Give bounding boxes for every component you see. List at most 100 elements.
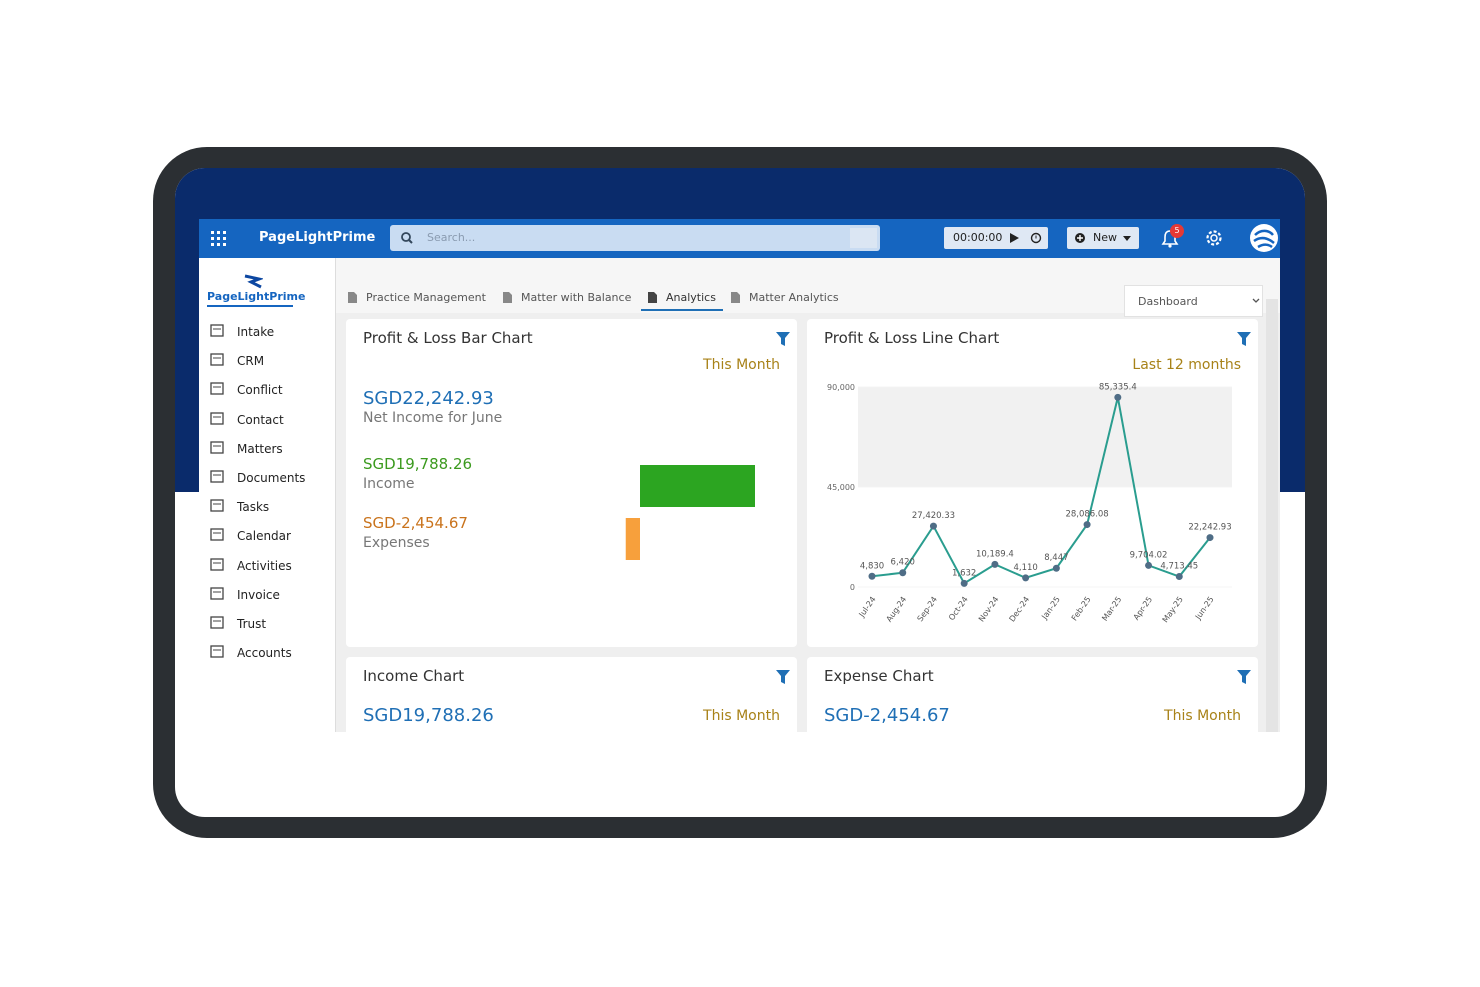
x-tick-label: May-25 xyxy=(1161,595,1185,624)
menu-item[interactable]: Conflict xyxy=(237,383,283,398)
menu-icon xyxy=(210,557,224,571)
menu-item[interactable]: Contact xyxy=(237,412,284,427)
line-marker xyxy=(991,560,999,568)
brand[interactable]: PageLightPrime xyxy=(259,230,376,245)
data-label: 4,110 xyxy=(1013,563,1037,573)
menu-icon xyxy=(210,528,224,542)
search-box[interactable]: Search... xyxy=(390,225,880,251)
sidebar: PageLightPrime Intake CRM Conflict Contact M… xyxy=(199,258,336,732)
menu-icon xyxy=(210,324,224,337)
search-options[interactable] xyxy=(850,228,877,248)
timer-controls[interactable] xyxy=(1010,232,1042,244)
net-income-label: Net Income for June xyxy=(363,410,503,426)
line-marker xyxy=(1022,574,1030,582)
top-bar: PageLightPrime Search... 00:00:00 New 5 xyxy=(199,219,1280,258)
tab[interactable]: Matter with Balance xyxy=(521,291,632,304)
new-button[interactable]: New xyxy=(1067,227,1139,249)
user-avatar[interactable] xyxy=(1249,223,1279,253)
filter-icon[interactable] xyxy=(776,332,790,346)
data-label: 8,447 xyxy=(1044,553,1068,563)
menu-icon-shape xyxy=(210,557,224,571)
chevron xyxy=(1252,298,1260,303)
line-marker xyxy=(868,572,876,580)
tab[interactable]: Matter Analytics xyxy=(749,291,839,304)
line xyxy=(871,397,1211,585)
x-tick-label: Jan-25 xyxy=(1039,595,1062,622)
y-tick-label: 45,000 xyxy=(827,483,855,492)
apps-icon[interactable] xyxy=(211,231,227,247)
menu-item[interactable]: CRM xyxy=(237,354,265,369)
menu-item[interactable]: Accounts xyxy=(237,646,292,661)
menu-icon-shape xyxy=(210,499,224,512)
data-label: 4,830 xyxy=(860,561,884,571)
card-title: Income Chart xyxy=(363,667,465,685)
data-label: 27,420.33 xyxy=(912,511,955,521)
menu-item[interactable]: Documents xyxy=(237,471,306,485)
card-period: This Month xyxy=(1164,708,1241,724)
x-tick-label: Oct-24 xyxy=(947,595,970,622)
tab[interactable]: Analytics xyxy=(666,291,716,304)
line-marker xyxy=(929,522,937,530)
filter-icon[interactable] xyxy=(1237,332,1251,346)
filter-icon-shape xyxy=(776,332,790,346)
notification-badge: 5 xyxy=(1170,224,1184,238)
card-title: Profit & Loss Line Chart xyxy=(824,329,1000,347)
menu-item[interactable]: Activities xyxy=(237,558,292,573)
filter-icon[interactable] xyxy=(1237,670,1251,684)
active-tab-underline xyxy=(641,309,723,311)
tab-icon xyxy=(348,292,357,303)
menu-item[interactable]: Intake xyxy=(237,325,275,339)
data-label: 1,632 xyxy=(952,568,976,578)
tab[interactable]: Practice Management xyxy=(366,291,486,304)
x-tick-label: Jul-24 xyxy=(857,595,878,620)
menu-icon xyxy=(210,587,224,600)
timer[interactable]: 00:00:00 xyxy=(944,227,1048,249)
y-tick-label: 90,000 xyxy=(827,383,855,392)
menu-icon-shape xyxy=(210,411,224,425)
menu-icon xyxy=(210,353,224,366)
tab-icon xyxy=(648,292,657,303)
bar-category-label: Income xyxy=(363,476,415,492)
line-marker xyxy=(1145,561,1153,569)
menu-icon-shape xyxy=(210,382,224,396)
menu-icon xyxy=(210,382,224,396)
y-tick-label: 0 xyxy=(850,583,855,592)
filter-icon[interactable] xyxy=(776,670,790,684)
line-marker xyxy=(1083,521,1091,529)
view-select[interactable]: Dashboard xyxy=(1124,285,1263,317)
caret xyxy=(1123,236,1131,241)
scrollbar[interactable] xyxy=(1266,299,1278,732)
settings-icon[interactable] xyxy=(1204,228,1224,248)
line-marker xyxy=(1206,534,1214,542)
menu-icon xyxy=(210,411,224,425)
bar xyxy=(640,465,755,507)
menu-icon xyxy=(210,645,224,658)
card: Income Chart SGD19,788.26 This Month xyxy=(346,657,797,732)
x-tick-label: Apr-25 xyxy=(1132,595,1155,622)
tab-icon-shape xyxy=(648,292,657,303)
x-tick-label: Feb-25 xyxy=(1070,595,1093,622)
menu-item[interactable]: Trust xyxy=(237,617,267,631)
app-window: PageLightPrime Search... 00:00:00 New 5 … xyxy=(199,219,1280,732)
search-icon xyxy=(401,232,413,244)
x-tick-label: Mar-25 xyxy=(1100,595,1123,623)
menu-item[interactable]: Tasks xyxy=(237,500,270,515)
x-tick-label: Aug-24 xyxy=(885,595,909,624)
menu-item[interactable]: Matters xyxy=(237,441,283,456)
menu-icon-shape xyxy=(210,645,224,658)
logo-underline xyxy=(207,305,293,307)
tab-icon xyxy=(731,292,740,303)
menu-icon-shape xyxy=(210,324,224,337)
card-period: This Month xyxy=(703,708,780,724)
data-label: 85,335.4 xyxy=(1099,382,1137,392)
menu-icon xyxy=(210,499,224,512)
logo-text: PageLightPrime xyxy=(207,290,306,303)
bar-chart xyxy=(625,465,755,560)
menu-item[interactable]: Invoice xyxy=(237,587,280,602)
line-marker xyxy=(1175,573,1183,581)
bar xyxy=(625,518,640,560)
menu-item[interactable]: Calendar xyxy=(237,529,291,544)
x-tick-label: Nov-24 xyxy=(977,595,1001,623)
timer-text: 00:00:00 xyxy=(953,231,1003,244)
line-marker xyxy=(960,579,968,587)
